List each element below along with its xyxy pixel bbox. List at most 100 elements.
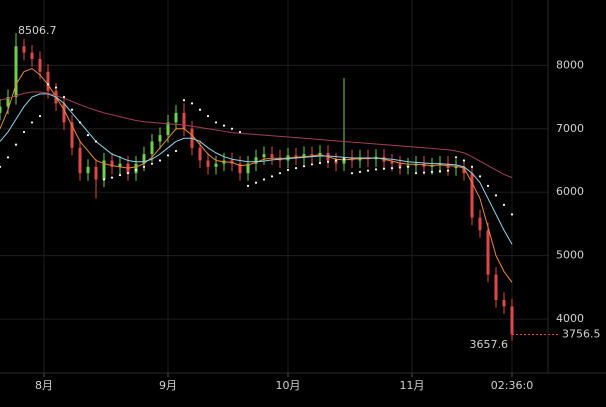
candle-body [430, 165, 434, 167]
candle-body [246, 163, 250, 174]
sar-dot [238, 130, 242, 134]
candle-body [174, 112, 178, 123]
y-tick-label: 8000 [556, 58, 584, 71]
sar-dot [94, 140, 98, 143]
sar-dot [6, 156, 10, 159]
candle-body [118, 163, 122, 167]
sar-dot [438, 170, 442, 173]
sar-dot [166, 154, 170, 157]
candle-body [294, 155, 298, 158]
sar-dot [254, 181, 258, 184]
sar-dot [182, 99, 186, 102]
sar-dot [462, 159, 466, 162]
sar-dot [446, 169, 450, 172]
sar-dot [278, 172, 282, 175]
sar-dot [382, 167, 386, 170]
candle-body [342, 157, 346, 164]
sar-dot [318, 161, 322, 165]
sar-dot [206, 114, 210, 118]
sar-dot [374, 168, 378, 171]
sar-dot [286, 168, 290, 172]
candle-body [62, 103, 66, 123]
candle-body [302, 154, 306, 158]
candle-body [30, 52, 34, 59]
candle-body [270, 154, 274, 158]
high-label: 8506.7 [18, 24, 57, 37]
sar-dot [502, 203, 506, 206]
sar-dot [54, 86, 58, 89]
candle-body [134, 163, 138, 174]
candle-body [166, 122, 170, 136]
sar-dot [470, 165, 474, 168]
sar-dot [478, 175, 482, 178]
candle-body [150, 141, 154, 155]
sar-dot [326, 160, 330, 163]
sar-dot [118, 173, 122, 177]
candle-body [182, 112, 186, 129]
sar-dot [78, 121, 82, 124]
candle-body [94, 166, 98, 180]
x-tick-label: 02:36:0 [491, 379, 533, 392]
candle-body [238, 163, 242, 174]
sar-dot [174, 149, 178, 153]
candle-body [198, 147, 202, 161]
candle-body [478, 217, 482, 231]
sar-dot [430, 170, 434, 174]
sar-dot [190, 102, 194, 105]
sar-dot [510, 213, 514, 216]
candle-body [110, 160, 114, 167]
x-tick-label: 8月 [35, 379, 53, 392]
labels: 4000 5000 6000 7000 8000 8月 9月 10月 11月 02:36:0 850… [18, 24, 601, 392]
candle-body [398, 163, 402, 167]
candle-body [38, 58, 42, 72]
sar-dot [414, 172, 418, 175]
plot [0, 33, 560, 341]
sar-dot [390, 167, 394, 170]
sar-dot [14, 143, 18, 146]
candle-body [22, 46, 26, 53]
candle-body [486, 230, 490, 275]
y-tick-label: 4000 [556, 312, 584, 325]
candle-body [6, 97, 10, 107]
indicator-line [0, 91, 513, 179]
sar-dot [358, 170, 362, 174]
y-tick-label: 6000 [556, 185, 584, 198]
candle-body [70, 122, 74, 148]
x-tick-label: 10月 [276, 379, 301, 392]
candle-body [102, 160, 106, 180]
sar-dot [422, 171, 426, 174]
sar-dot [270, 175, 274, 178]
sar-dot [30, 121, 34, 124]
y-tick-label: 5000 [556, 249, 584, 262]
candle-body [46, 71, 50, 91]
candle-body [262, 154, 266, 158]
x-tick-label: 11月 [400, 379, 425, 392]
indicator-line [0, 93, 513, 245]
sar-dot [38, 114, 42, 118]
sar-dot [198, 108, 202, 111]
candle-body [470, 173, 474, 218]
sar-dot [158, 159, 162, 162]
candle-body [254, 157, 258, 164]
sar-dot [150, 162, 154, 165]
sar-dot [110, 176, 114, 179]
candle-body [510, 306, 514, 335]
sar-dot [214, 121, 218, 124]
sar-dot [486, 184, 490, 187]
sar-dot [46, 83, 50, 86]
sar-dot [342, 158, 346, 161]
candle-body [454, 166, 458, 169]
sar-dot [366, 169, 370, 172]
candle-body [86, 166, 90, 174]
candle-body [78, 147, 82, 174]
sar-dot [494, 194, 498, 197]
sar-dot [294, 167, 298, 170]
sar-dot [406, 165, 410, 168]
sar-dot [334, 159, 338, 162]
sar-dot [0, 165, 2, 168]
sar-dot [102, 178, 106, 181]
candle-body [310, 154, 314, 156]
